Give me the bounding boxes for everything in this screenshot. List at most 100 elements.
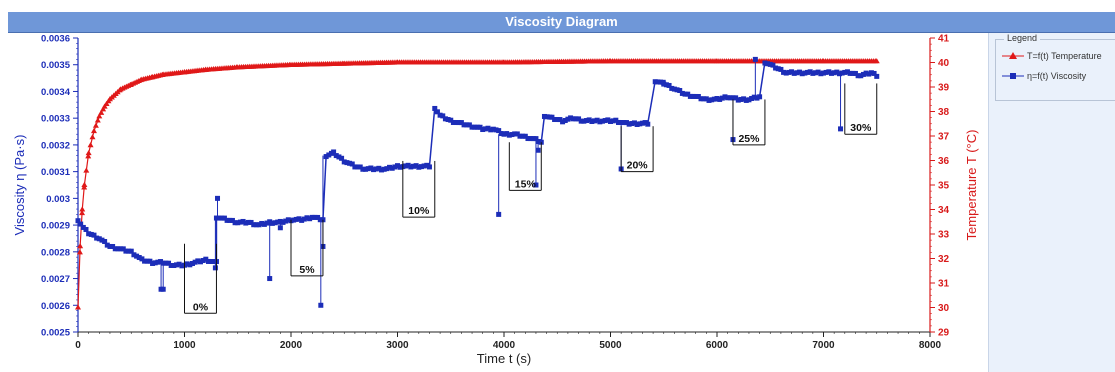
y-right-tick-label: 36	[938, 156, 950, 167]
viscosity-point	[128, 248, 134, 254]
viscosity-point	[778, 66, 784, 72]
viscosity-point	[227, 217, 233, 223]
viscosity-point	[576, 116, 582, 122]
viscosity-point	[669, 85, 675, 91]
viscosity-point	[104, 242, 110, 248]
viscosity-point	[501, 131, 507, 137]
viscosity-point	[743, 97, 749, 103]
viscosity-point	[842, 69, 848, 75]
viscosity-point	[496, 128, 502, 134]
viscosity-point	[786, 69, 792, 75]
viscosity-point	[813, 70, 819, 76]
viscosity-outlier-point	[533, 182, 539, 188]
viscosity-point	[509, 132, 515, 138]
viscosity-point	[562, 118, 568, 124]
viscosity-step-line	[540, 115, 546, 143]
temperature-point	[100, 106, 107, 112]
viscosity-point	[176, 261, 182, 267]
viscosity-point	[323, 154, 329, 160]
viscosity-point	[629, 121, 635, 127]
viscosity-point	[855, 73, 861, 79]
x-tick-label: 0	[75, 340, 81, 351]
y-right-tick-label: 34	[938, 205, 950, 216]
viscosity-point	[746, 97, 752, 103]
viscosity-point	[312, 214, 318, 220]
viscosity-point	[464, 122, 470, 128]
viscosity-point	[775, 66, 781, 72]
temperature-point	[89, 134, 96, 140]
viscosity-point	[568, 115, 574, 121]
y-left-tick-label: 0.0035	[41, 60, 71, 71]
viscosity-point	[442, 116, 448, 122]
viscosity-point	[666, 82, 672, 88]
temperature-point	[87, 142, 94, 148]
temperature-point	[81, 181, 88, 187]
viscosity-point	[530, 136, 536, 142]
viscosity-point	[168, 262, 174, 268]
viscosity-point	[512, 131, 518, 137]
viscosity-outlier-point	[496, 211, 502, 217]
viscosity-point	[623, 120, 629, 126]
viscosity-point	[283, 218, 289, 224]
viscosity-point	[267, 219, 273, 225]
viscosity-point	[347, 160, 353, 166]
viscosity-point	[421, 163, 427, 169]
viscosity-step-line	[428, 107, 436, 167]
y-left-tick-label: 0.0026	[41, 301, 70, 312]
viscosity-point	[679, 90, 685, 96]
viscosity-point	[307, 216, 313, 222]
viscosity-point	[216, 215, 222, 221]
temperature-point	[94, 117, 101, 123]
annotation-label: 15%	[515, 178, 537, 190]
viscosity-point	[248, 219, 254, 225]
viscosity-point	[652, 79, 658, 85]
viscosity-point	[488, 127, 494, 133]
x-tick-label: 5000	[599, 340, 622, 351]
viscosity-point	[158, 259, 164, 265]
temperature-point	[101, 103, 108, 109]
viscosity-point	[751, 94, 757, 100]
y-left-tick-label: 0.0033	[41, 114, 70, 125]
viscosity-point	[224, 217, 230, 223]
viscosity-point	[802, 70, 808, 76]
viscosity-point	[863, 70, 869, 76]
viscosity-point	[355, 164, 361, 170]
viscosity-point	[416, 164, 422, 170]
temperature-point	[92, 122, 99, 128]
viscosity-point	[299, 217, 305, 223]
viscosity-point	[522, 133, 528, 139]
plot-panel: 0 1000 2000 3000 4000 5000 6000 7000 8000 Time t …	[8, 33, 988, 372]
viscosity-point	[256, 222, 262, 228]
viscosity-point	[264, 220, 270, 226]
viscosity-point	[174, 262, 180, 268]
viscosity-point	[139, 256, 145, 262]
y-right-tick-label: 33	[938, 230, 950, 241]
viscosity-point	[687, 93, 693, 99]
viscosity-point	[789, 69, 795, 75]
viscosity-point	[701, 96, 707, 102]
viscosity-point	[456, 120, 462, 126]
viscosity-point	[773, 65, 779, 71]
viscosity-series-line	[77, 219, 217, 266]
viscosity-point	[735, 97, 741, 103]
x-tick-label: 1000	[173, 340, 196, 351]
viscosity-point	[498, 131, 504, 137]
viscosity-point	[703, 96, 709, 102]
viscosity-point	[110, 243, 116, 249]
viscosity-point	[719, 95, 725, 101]
viscosity-point	[387, 164, 393, 170]
viscosity-point	[520, 133, 526, 139]
viscosity-point	[642, 120, 648, 126]
viscosity-point	[179, 263, 185, 269]
viscosity-outlier-point	[212, 265, 218, 271]
viscosity-point	[131, 252, 137, 258]
y-left-tick-label: 0.0025	[41, 328, 71, 339]
viscosity-step-line	[758, 61, 766, 97]
viscosity-point	[91, 232, 97, 238]
viscosity-point	[874, 73, 880, 79]
viscosity-point	[144, 258, 150, 264]
viscosity-point	[674, 87, 680, 93]
viscosity-point	[695, 94, 701, 100]
y-right-tick-label: 32	[938, 254, 950, 265]
viscosity-point	[78, 221, 84, 227]
